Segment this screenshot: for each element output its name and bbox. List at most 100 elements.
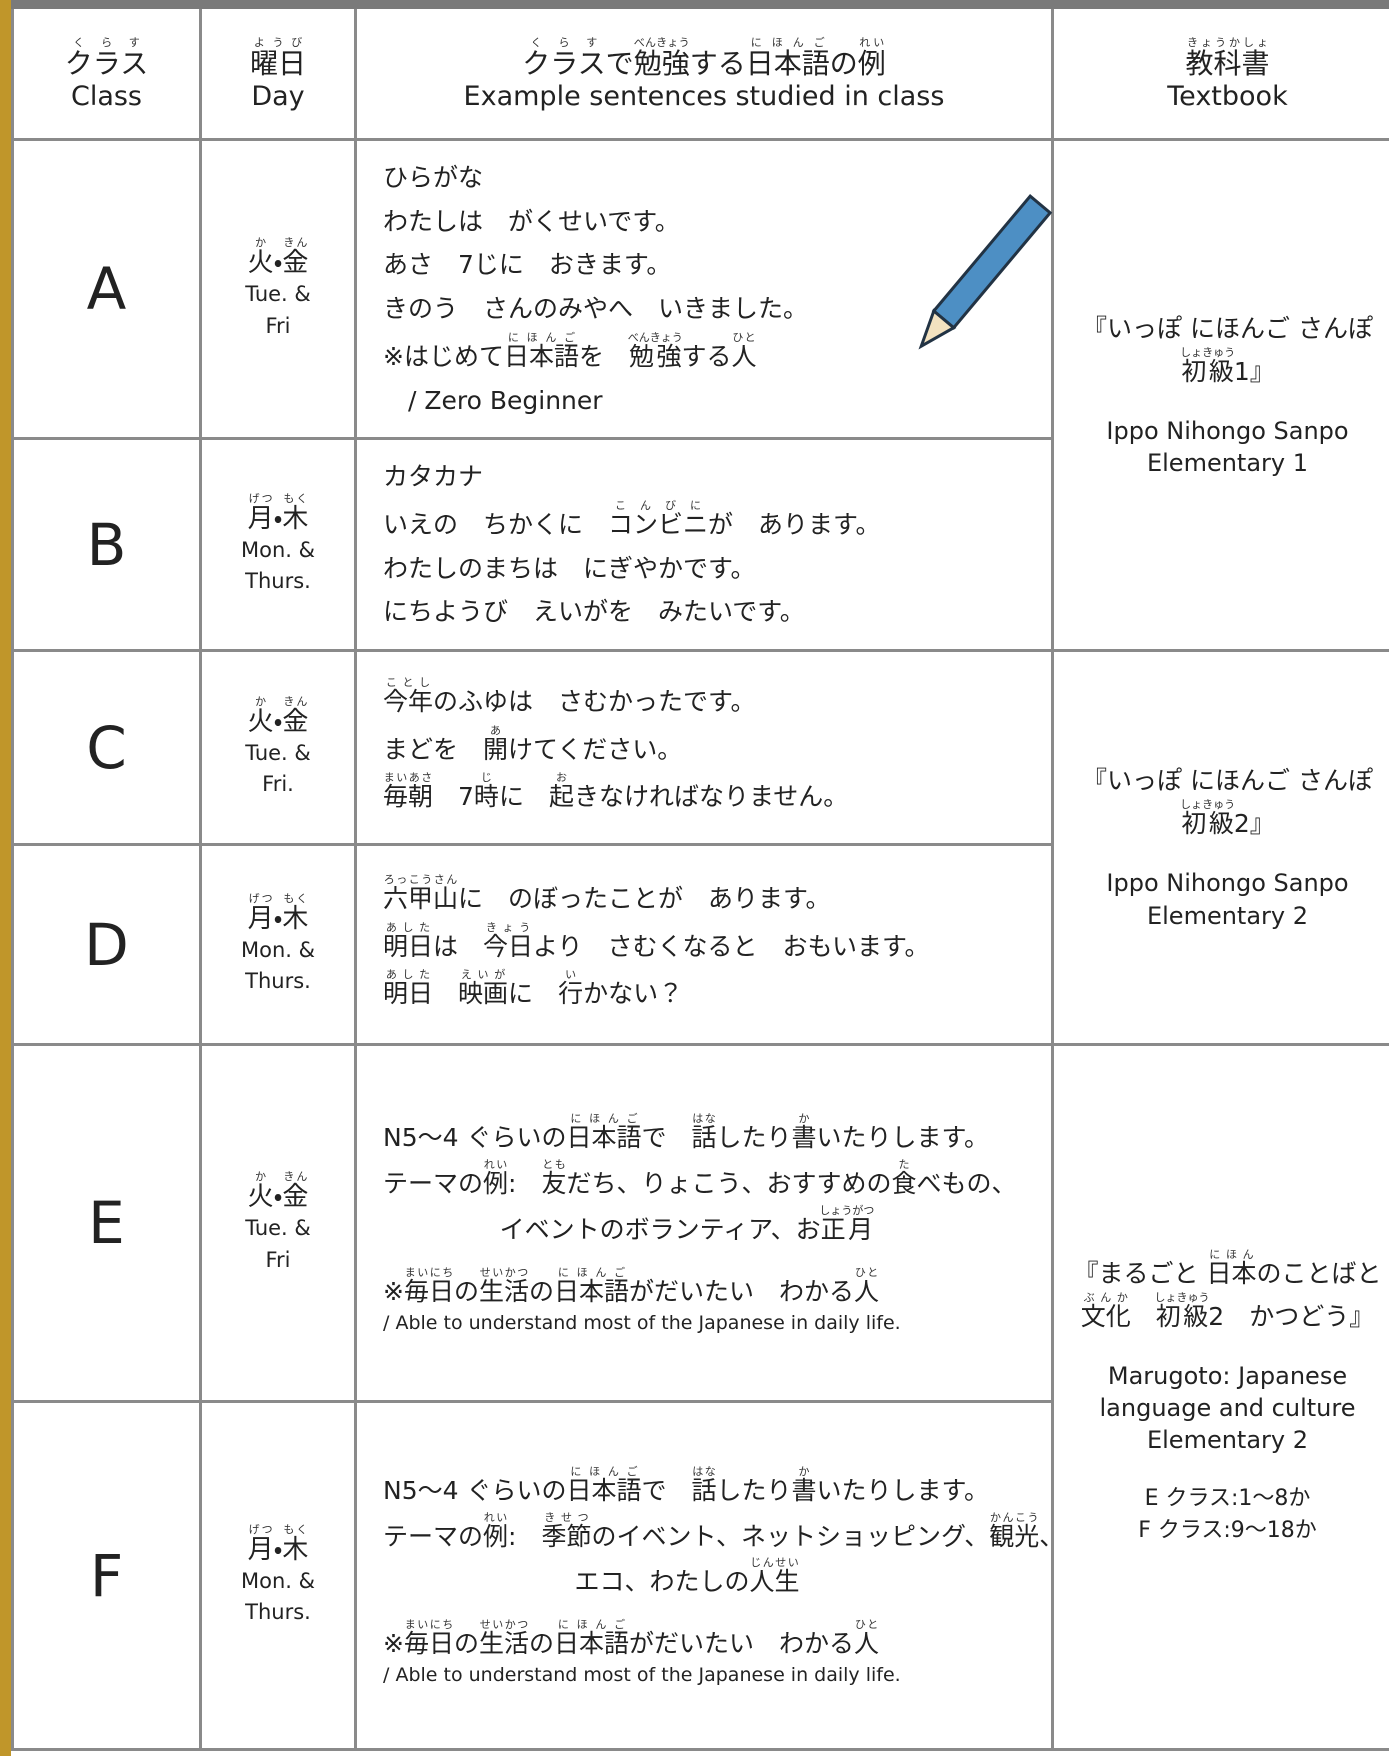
text: は	[433, 931, 484, 961]
ruby-base: 映画	[458, 979, 509, 1009]
ruby-reading: にほんご	[554, 1265, 630, 1279]
ruby-text: 日本にほん	[1206, 1248, 1256, 1288]
ruby-reading: か	[791, 1464, 817, 1478]
example-line: 六甲山ろっこうさんに のぼったことが あります。	[383, 873, 1051, 921]
ruby-base: 曜日	[249, 46, 306, 80]
text: カタカナ	[383, 462, 484, 491]
ruby-reading: にほんご	[566, 1464, 642, 1478]
text: べもの、	[916, 1169, 1017, 1199]
ruby-base: 生活	[478, 1276, 529, 1306]
day-jp: 火か・金きん	[202, 236, 354, 279]
ruby-text: 人ひと	[854, 1266, 879, 1306]
ruby-reading: か	[247, 236, 274, 249]
text: のふゆは さむかったです。	[433, 686, 756, 716]
header-cell: 曜日ようび Day	[199, 3, 357, 141]
note: ※毎日まいにちの生活せいかつの日本語にほんごがだいたい わかる人ひと	[383, 1618, 1051, 1660]
textbook-en: Elementary 1	[1146, 449, 1309, 477]
class-row: A 火か・金きん Tue. & Fri ひらがな わたしは がくせいです。 あさ 7じに …	[11, 138, 1389, 652]
class-row: D 月げつ・木もく Mon. & Thurs. 六甲山ろっこうさんに のぼったことが …	[11, 843, 1389, 1046]
ruby-reading: かんこう	[989, 1510, 1040, 1524]
examples: ひらがな わたしは がくせいです。 あさ 7じに おきます。 きのう さんのみやへ い…	[383, 156, 1051, 423]
ruby-reading: じ	[473, 771, 499, 785]
day-cell: 火か・金きん Tue. & Fri.	[199, 649, 357, 846]
class-cell: F	[11, 1400, 202, 1751]
ruby-text: 書か	[792, 1465, 817, 1505]
ruby-text: 月げつ	[248, 892, 274, 934]
ruby-reading: きょうかしょ	[1185, 35, 1270, 49]
text: わたしは がくせいです。	[383, 206, 680, 236]
ruby-base: 勉強	[633, 46, 690, 80]
text: ※はじめて	[383, 341, 504, 371]
ruby-text: 例れい	[483, 1158, 508, 1198]
ruby-text: 文化ぶんか	[1081, 1291, 1131, 1331]
ruby-base: 日本語	[566, 1123, 642, 1153]
textbook-cell: 『いっぽ にほんご さんぽ 初級しょきゅう2』 Ippo Nihongo Sanpo…	[1051, 649, 1389, 1046]
ruby-base: 毎日	[403, 1629, 454, 1659]
text: 7	[433, 782, 474, 812]
day-cell: 火か・金きん Tue. & Fri	[199, 1043, 357, 1403]
ruby-reading: しょきゅう	[1180, 798, 1236, 812]
class-cell: C	[11, 649, 202, 846]
note-en: / Able to understand most of the Japanes…	[383, 1311, 901, 1334]
text: の	[529, 1629, 555, 1659]
text: 『いっぽ にほんご さんぽ	[1082, 766, 1373, 796]
text: 『いっぽ にほんご さんぽ	[1082, 313, 1373, 343]
text: イベントのボランティア、お	[499, 1214, 821, 1244]
ruby-text: 毎日まいにち	[403, 1266, 454, 1306]
day-en: Tue. & Fri.	[245, 740, 311, 797]
ruby-base: 話	[691, 1475, 717, 1505]
ruby-reading: きょう	[483, 920, 534, 934]
text: が あります。	[708, 509, 881, 539]
ruby-reading: れい	[483, 1510, 509, 1524]
day-jp: 火か・金きん	[202, 1170, 354, 1213]
ruby-base: 正月	[819, 1214, 875, 1244]
ruby-reading: もく	[282, 891, 309, 905]
ruby-text: 金きん	[282, 236, 309, 278]
ruby-reading: お	[548, 771, 574, 785]
ruby-base: 人	[854, 1629, 880, 1659]
ruby-reading: はな	[691, 1112, 717, 1126]
textbook-jp: 『いっぽ にほんご さんぽ	[1054, 763, 1389, 798]
examples-cell: 今年ことしのふゆは さむかったです。 まどを 開あけてください。 毎朝まいあさ 7時…	[354, 649, 1054, 846]
ruby-text: 生活せいかつ	[479, 1618, 529, 1658]
class-row: E 火か・金きん Tue. & Fri N5～4 ぐらいの日本語にほんごで 話はなした…	[11, 1043, 1389, 1751]
textbook-en: Ippo Nihongo Sanpo	[1106, 416, 1349, 445]
ruby-reading: にほんご	[745, 35, 830, 49]
text: N5～4 ぐらいの	[383, 1123, 567, 1153]
ruby-reading: れい	[483, 1158, 509, 1172]
header-title: クラスくらす	[14, 36, 199, 81]
ruby-base: 金	[282, 248, 309, 278]
ruby-text: 日本語にほんご	[566, 1112, 642, 1153]
ruby-base: 人	[731, 341, 757, 371]
text: まどを	[383, 734, 484, 764]
note-en: / Able to understand most of the Japanes…	[383, 1664, 901, 1687]
text: きのう さんのみやへ いきました。	[383, 294, 809, 323]
ruby-text: 日本語にほんご	[746, 36, 830, 80]
ruby-reading: にほんご	[566, 1112, 642, 1126]
ruby-text: 生活せいかつ	[478, 1266, 529, 1306]
textbook-note: E クラス:1～8か	[1144, 1485, 1311, 1511]
text: で	[605, 46, 634, 80]
ruby-text: 話はな	[692, 1112, 717, 1152]
ruby-text: 毎朝まいあさ	[383, 771, 433, 811]
ruby-reading: にほんご	[554, 1618, 630, 1632]
ruby-reading: ろっこうさん	[383, 872, 459, 886]
ruby-text: 教科書きょうかしょ	[1185, 36, 1269, 80]
ruby-base: 毎日	[403, 1276, 454, 1306]
example-line: きのう さんのみやへ いきました。	[383, 287, 1051, 331]
text: だち、りょこう、おすすめの	[566, 1169, 892, 1199]
ruby-reading: くらす	[522, 35, 606, 49]
ruby-base: 明日	[383, 931, 434, 961]
text	[433, 979, 458, 1008]
header-title: クラスくらすで勉強べんきょうする日本語にほんごの例れい	[357, 36, 1051, 81]
ruby-text: 話はな	[691, 1465, 717, 1505]
text: いたりします。	[816, 1475, 990, 1505]
text: の	[453, 1276, 479, 1306]
ruby-text: 勉強べんきょう	[633, 36, 690, 80]
text: する	[689, 46, 746, 80]
ruby-text: 行い	[558, 968, 583, 1008]
header-title: 曜日ようび	[202, 36, 354, 81]
textbook-jp: 『まるごと 日本にほんのことばと	[1054, 1248, 1389, 1291]
ruby-reading: まいあさ	[383, 771, 434, 785]
ruby-base: 月	[247, 503, 274, 534]
